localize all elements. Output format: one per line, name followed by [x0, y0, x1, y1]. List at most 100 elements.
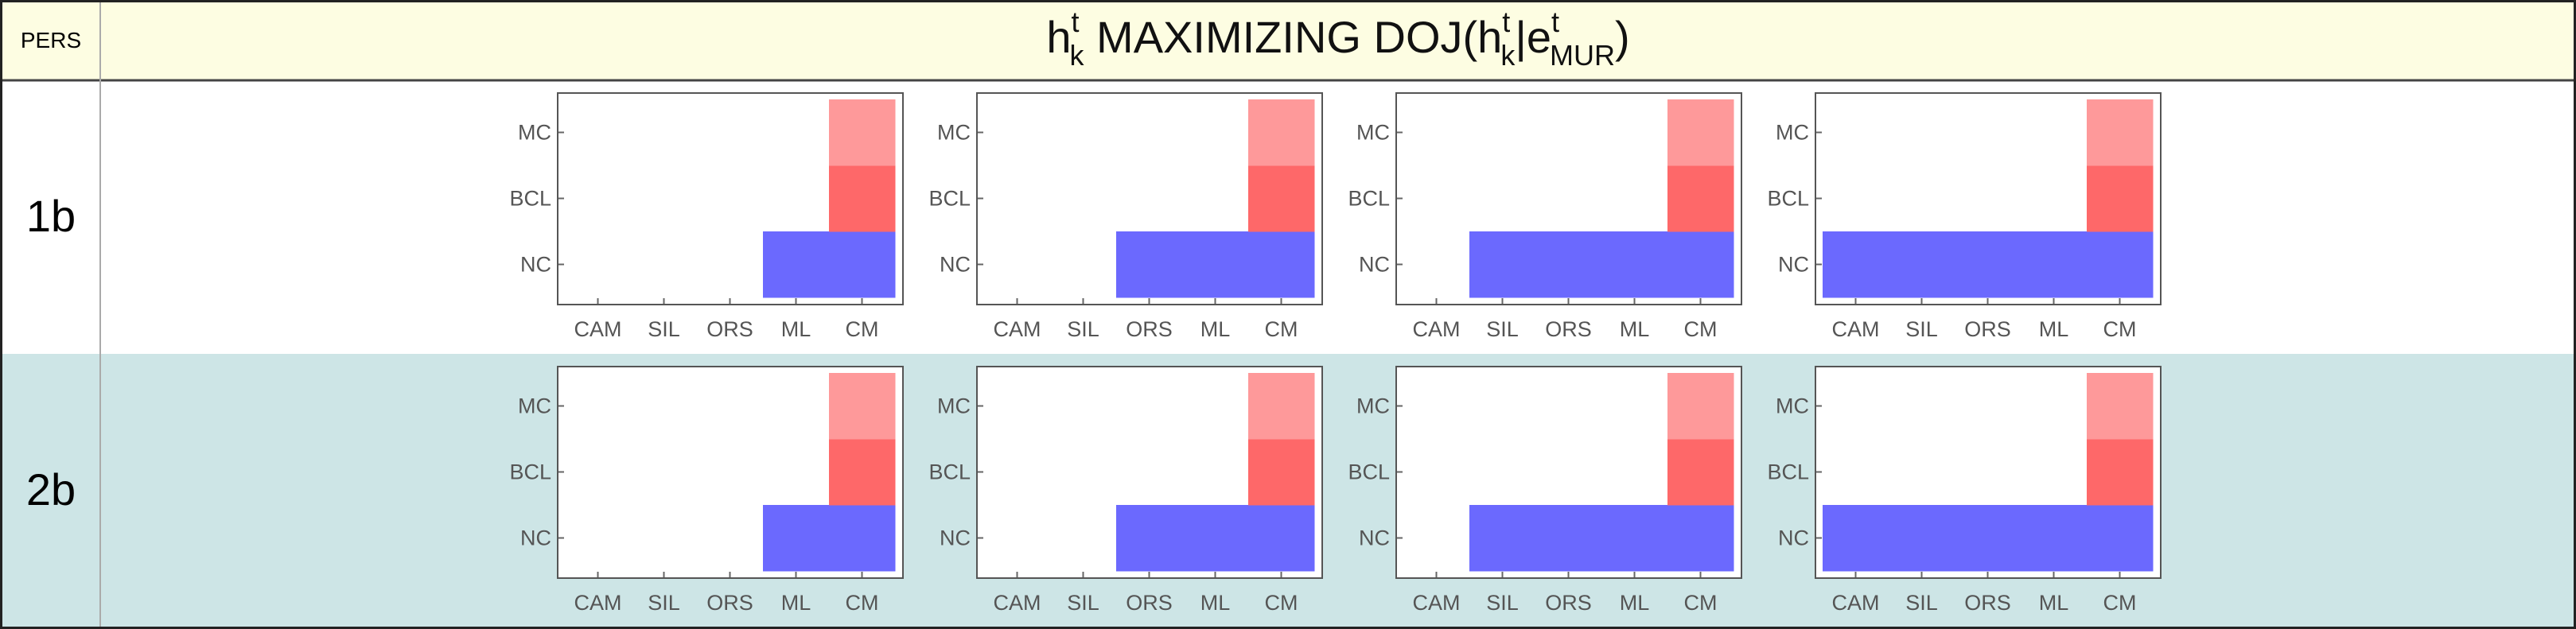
cell-nc-cm: [2087, 231, 2154, 298]
cell-nc-ors: [1955, 231, 2021, 298]
y-tick-label-mc: MC: [1776, 394, 1809, 418]
y-tick-label-mc: MC: [518, 121, 551, 145]
cell-nc-cam: [1823, 231, 1889, 298]
x-tick-label-ors: ORS: [706, 317, 753, 341]
x-tick-label-cam: CAM: [1832, 317, 1880, 341]
header-band: [2, 2, 2574, 80]
y-tick-label-nc: NC: [1359, 253, 1390, 277]
y-tick-label-bcl: BCL: [1767, 460, 1809, 484]
y-tick-label-nc: NC: [1778, 253, 1809, 277]
y-tick-label-nc: NC: [1359, 526, 1390, 550]
panel-border: [1395, 92, 1742, 305]
x-tick-label-ors: ORS: [1964, 591, 2011, 615]
x-tick-label-ors: ORS: [1126, 591, 1173, 615]
y-tick-label-bcl: BCL: [1348, 460, 1390, 484]
cell-nc-ml: [763, 505, 830, 572]
cell-nc-sil: [1469, 505, 1536, 572]
cell-mc-cm: [1248, 99, 1315, 166]
title-sup-1: t: [1071, 6, 1079, 38]
x-tick-label-ors: ORS: [1545, 591, 1592, 615]
cell-nc-cm: [1667, 505, 1734, 572]
y-tick-label-bcl: BCL: [928, 187, 971, 211]
x-tick-label-ml: ML: [1620, 317, 1650, 341]
x-tick-label-cm: CM: [1265, 317, 1298, 341]
cell-bcl-cm: [1248, 165, 1315, 232]
x-tick-label-ors: ORS: [1964, 317, 2011, 341]
x-tick-label-cam: CAM: [1832, 591, 1880, 615]
heatmap-rows: 1b NC BCL MC CAM SIL ORS ML CM NC BCL MC CAM SIL ORS ML…: [26, 92, 2162, 615]
title-sup-2: t: [1502, 6, 1510, 38]
x-tick-label-cam: CAM: [574, 317, 622, 341]
panel-border: [557, 92, 904, 305]
y-tick-label-mc: MC: [937, 394, 971, 418]
x-tick-label-cm: CM: [1684, 591, 1718, 615]
title-sub-1: k: [1070, 39, 1085, 72]
x-tick-label-ml: ML: [781, 317, 811, 341]
cell-nc-ors: [1535, 231, 1602, 298]
x-tick-label-ml: ML: [1200, 591, 1231, 615]
cell-nc-ml: [1601, 231, 1668, 298]
y-tick-label-nc: NC: [520, 526, 551, 550]
y-tick-label-bcl: BCL: [509, 460, 551, 484]
x-tick-label-sil: SIL: [648, 317, 680, 341]
x-tick-label-cam: CAM: [1413, 591, 1461, 615]
title-bar: |e: [1515, 12, 1551, 62]
cell-mc-cm: [2087, 373, 2154, 440]
y-tick-label-mc: MC: [1776, 121, 1809, 145]
panel-border: [557, 366, 904, 579]
x-tick-label-sil: SIL: [1486, 591, 1519, 615]
x-tick-label-sil: SIL: [1905, 317, 1938, 341]
x-tick-label-cm: CM: [846, 591, 879, 615]
x-tick-label-cam: CAM: [994, 591, 1041, 615]
cell-nc-ml: [1182, 231, 1249, 298]
cell-mc-cm: [1667, 99, 1734, 166]
cell-bcl-cm: [1667, 439, 1734, 506]
panel-border: [1815, 366, 2162, 579]
cell-nc-cm: [829, 505, 896, 572]
panel-2b-2: NC BCL MC CAM SIL ORS ML CM: [928, 366, 1323, 615]
title-sup-3: t: [1551, 6, 1559, 38]
cell-nc-ml: [2021, 505, 2088, 572]
title-sub-2: k: [1500, 39, 1516, 72]
x-tick-label-cm: CM: [1684, 317, 1718, 341]
cell-nc-ors: [1955, 505, 2021, 572]
x-tick-label-sil: SIL: [1067, 317, 1099, 341]
cell-nc-cm: [1667, 231, 1734, 298]
panel-border: [976, 366, 1323, 579]
x-tick-label-ors: ORS: [1126, 317, 1173, 341]
title-mid: MAXIMIZING DOJ(h: [1084, 12, 1503, 62]
x-tick-label-sil: SIL: [1905, 591, 1938, 615]
figure-title: ht k MAXIMIZING DOJ(ht k|et MUR): [1046, 6, 1629, 72]
title-close: ): [1615, 12, 1630, 62]
title-sub-3: MUR: [1550, 39, 1615, 72]
cell-nc-ors: [1116, 505, 1183, 572]
y-tick-label-nc: NC: [520, 253, 551, 277]
panel-border: [976, 92, 1323, 305]
x-tick-label-cam: CAM: [574, 591, 622, 615]
cell-nc-ml: [2021, 231, 2088, 298]
cell-nc-cm: [2087, 505, 2154, 572]
x-tick-label-ml: ML: [1620, 591, 1650, 615]
x-tick-label-sil: SIL: [1067, 591, 1099, 615]
y-tick-label-nc: NC: [940, 526, 971, 550]
panel-1b-1: NC BCL MC CAM SIL ORS ML CM: [509, 92, 904, 341]
x-tick-label-ors: ORS: [706, 591, 753, 615]
panel-2b-3: NC BCL MC CAM SIL ORS ML CM: [1348, 366, 1742, 615]
cell-nc-ml: [1601, 505, 1668, 572]
x-tick-label-cm: CM: [2103, 591, 2137, 615]
x-tick-label-cm: CM: [1265, 591, 1298, 615]
x-tick-label-cam: CAM: [1413, 317, 1461, 341]
y-tick-label-nc: NC: [1778, 526, 1809, 550]
x-tick-label-ml: ML: [1200, 317, 1231, 341]
cell-bcl-cm: [829, 439, 896, 506]
y-tick-label-bcl: BCL: [1767, 187, 1809, 211]
cell-nc-cm: [1248, 231, 1315, 298]
panel-2b-1: NC BCL MC CAM SIL ORS ML CM: [509, 366, 904, 615]
pers-header-label: PERS: [21, 28, 81, 52]
panel-1b-4: NC BCL MC CAM SIL ORS ML CM: [1767, 92, 2162, 341]
x-tick-label-ml: ML: [2039, 591, 2069, 615]
cell-nc-sil: [1889, 505, 1955, 572]
cell-mc-cm: [1667, 373, 1734, 440]
